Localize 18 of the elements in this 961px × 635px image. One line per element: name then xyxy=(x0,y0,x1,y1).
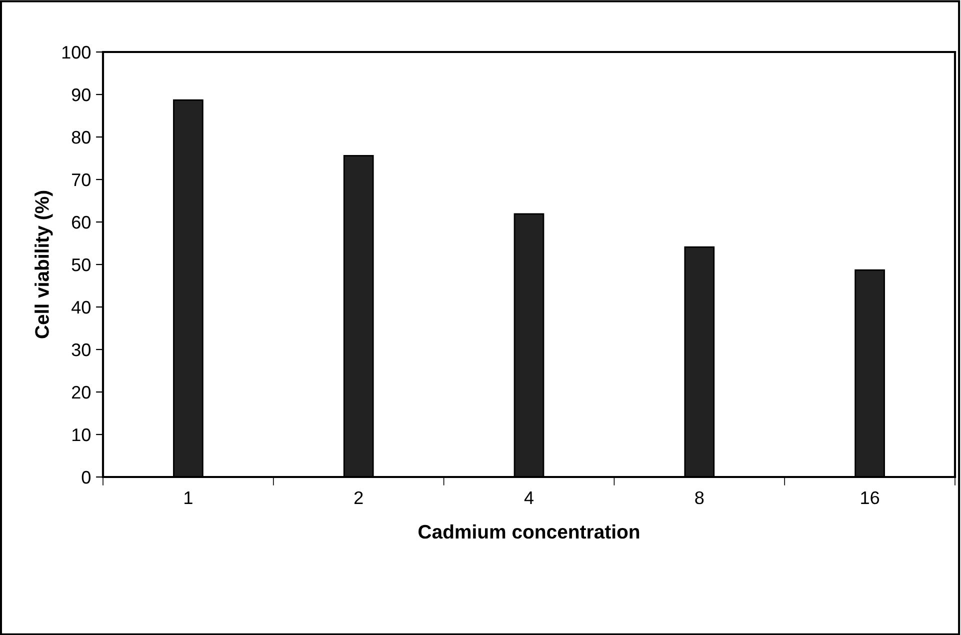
x-tick-label: 8 xyxy=(695,491,704,504)
y-tick-label: 20 xyxy=(72,386,90,399)
y-tick-label: 60 xyxy=(72,216,90,229)
y-tick-label: 40 xyxy=(72,300,90,314)
x-tick-label: 16 xyxy=(861,491,880,504)
y-tick-label: 70 xyxy=(72,173,90,186)
x-tick-label: 2 xyxy=(354,491,363,504)
y-tick-label: 0 xyxy=(82,470,90,484)
y-tick-label: 100 xyxy=(62,46,90,59)
y-tick-label: 30 xyxy=(72,343,90,356)
y-axis-title: Cell viability (%) xyxy=(34,190,53,338)
y-tick-label: 50 xyxy=(72,258,90,272)
x-tick-label: 1 xyxy=(184,492,192,504)
y-tick-label: 80 xyxy=(72,130,90,144)
y-tick-label: 10 xyxy=(72,428,90,442)
x-tick-label: 4 xyxy=(524,492,534,504)
y-tick-label: 90 xyxy=(72,88,90,102)
x-axis-title: Cadmium concentration xyxy=(418,524,640,539)
